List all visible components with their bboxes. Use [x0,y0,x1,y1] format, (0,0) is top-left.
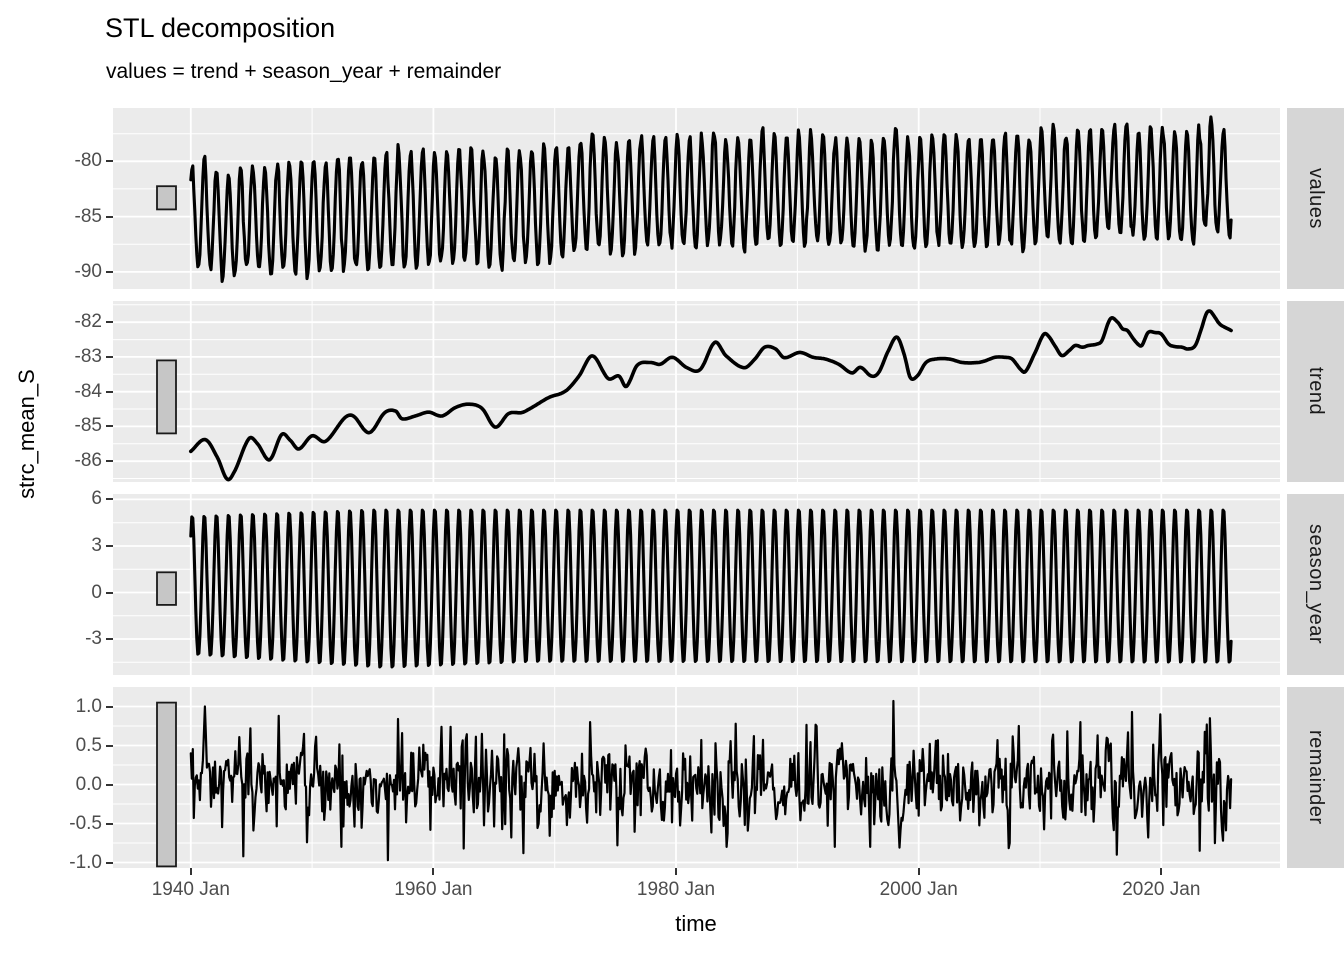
y-tick-mark [106,355,113,358]
x-tick-label: 2020 Jan [1122,879,1201,900]
strip-label-remainder: remainder [1305,730,1327,825]
y-tick-label: -85 [74,415,102,437]
y-tick-mark [106,591,113,594]
plot-title: STL decomposition [105,13,336,43]
strip-label-values: values [1305,168,1327,229]
x-tick-label: 1940 Jan [151,879,230,900]
y-tick-label: -83 [74,345,102,367]
minor-gridlines [113,301,1280,482]
scale-bar-trend [156,359,177,435]
y-tick-label: -85 [74,205,102,227]
scale-bar-season_year [156,571,177,606]
x-axis-title: time [675,911,717,936]
y-tick-label: -90 [74,260,102,282]
y-tick-mark [106,822,113,825]
y-tick-mark [106,783,113,786]
strip-remainder: remainder [1287,687,1344,868]
series-line-trend [189,309,1233,482]
y-tick-mark [106,744,113,747]
y-tick-label: 1.0 [75,695,102,717]
y-tick-label: -80 [74,150,102,172]
y-tick-label: -1.0 [69,851,102,873]
strip-label-trend: trend [1305,367,1327,416]
y-tick-label: -82 [74,311,102,333]
major-gridlines [113,301,1280,482]
y-tick-label: 0.0 [75,773,102,795]
y-tick-mark [106,160,113,163]
panel-season_year [113,494,1280,675]
y-tick-mark [106,390,113,393]
strip-values: values [1287,108,1344,289]
series-line-season_year [189,508,1233,669]
y-tick-mark [106,270,113,273]
y-tick-mark [106,460,113,463]
y-tick-label: -84 [74,380,102,402]
panel-values [113,108,1280,289]
x-tick-mark [917,868,920,875]
x-tick-mark [675,868,677,875]
y-tick-mark [106,215,113,218]
panel-remainder [113,687,1280,868]
y-tick-label: 0 [91,581,102,603]
scale-bar-values [156,185,177,211]
y-tick-mark [106,425,113,428]
scale-bar-remainder [156,701,177,868]
y-tick-label: -3 [85,628,102,649]
y-tick-label: 3 [91,535,102,556]
y-tick-label: 0.5 [75,734,102,756]
strip-trend: trend [1287,301,1344,482]
series-line-values [189,115,1233,283]
y-tick-label: -0.5 [69,812,102,834]
y-tick-mark [106,498,113,501]
panel-trend [113,301,1280,482]
y-tick-mark [106,545,113,547]
x-tick-mark [1160,868,1163,875]
y-tick-mark [106,638,113,640]
y-tick-mark [106,321,113,324]
x-tick-mark [432,868,435,875]
x-tick-label: 1980 Jan [636,879,716,900]
strip-label-season_year: season_year [1305,524,1327,645]
y-tick-mark [106,861,113,864]
plot-subtitle: values = trend + season_year + remainder [106,60,502,83]
y-tick-label: 6 [91,488,102,510]
series-line-remainder [189,699,1233,862]
y-tick-mark [106,705,113,708]
x-tick-label: 2000 Jan [879,879,958,900]
y-tick-label: -86 [74,450,102,472]
x-tick-label: 1960 Jan [394,879,473,900]
strip-season_year: season_year [1287,494,1344,675]
x-tick-mark [189,868,192,875]
